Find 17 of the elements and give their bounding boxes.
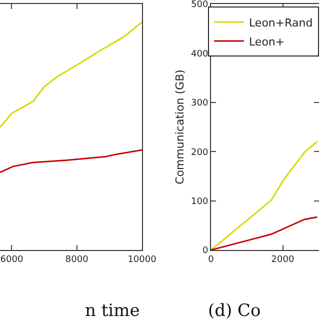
text: (d) Co — [208, 301, 261, 320]
y-tick-label: 500 — [191, 0, 208, 10]
x-tick-label: 10000 — [128, 254, 157, 265]
y-axis-title: Communication (GB) — [174, 70, 187, 184]
x-tick-label: 8000 — [65, 254, 89, 265]
y-tick-label: 300 — [191, 98, 208, 109]
legend-label: Leon+Rand — [249, 16, 313, 30]
y-tick-label: 0 — [202, 246, 208, 256]
y-tick-label: 100 — [191, 196, 208, 207]
x-tick-label: 2000 — [271, 254, 294, 265]
line-series — [211, 140, 318, 250]
legend-label: Leon+ — [249, 35, 285, 48]
line-series — [211, 216, 318, 250]
x-tick-label: 6000 — [0, 254, 24, 265]
text: n time — [85, 301, 140, 320]
y-tick-label: 200 — [191, 148, 208, 158]
y-tick-label: 400 — [191, 49, 208, 60]
